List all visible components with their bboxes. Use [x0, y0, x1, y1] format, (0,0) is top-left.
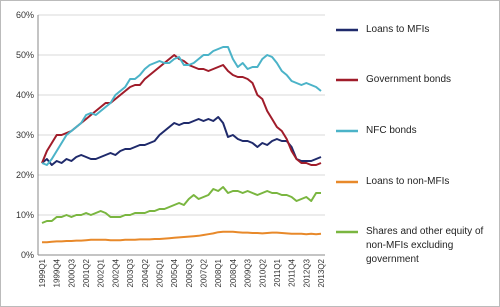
series-line	[41, 54, 322, 166]
y-tick-label: 30%	[16, 130, 34, 140]
x-tick-label: 2008Q1	[214, 258, 223, 287]
x-tick-label: 2005Q4	[170, 258, 179, 287]
y-tick-label: 50%	[16, 50, 34, 60]
y-tick-label: 10%	[16, 210, 34, 220]
x-tick-label: 2007Q2	[200, 258, 209, 287]
x-tick-label: 2002Q1	[97, 258, 106, 287]
x-tick-label: 2013Q2	[317, 258, 326, 287]
series-line	[42, 230, 322, 244]
x-tick-label: 2000Q3	[67, 258, 76, 287]
x-tick-label: 2009Q3	[244, 258, 253, 287]
series-line	[41, 116, 322, 166]
y-tick-label: 40%	[16, 90, 34, 100]
legend-label: Shares and other equity of non-MFIs excl…	[366, 226, 484, 265]
x-tick-label: 2011Q4	[288, 258, 297, 286]
y-tick-label: 60%	[16, 10, 34, 20]
x-tick-label: 2008Q4	[229, 258, 238, 287]
y-tick-label: 20%	[16, 170, 34, 180]
y-tick-label: 0%	[21, 250, 34, 260]
x-tick-label: 2010Q2	[258, 258, 267, 287]
x-tick-label: 2005Q1	[155, 258, 164, 287]
x-tick-label: 2002Q4	[111, 258, 120, 287]
x-tick-label: 1999Q4	[53, 258, 62, 287]
series-line	[41, 46, 322, 166]
series-line	[41, 186, 321, 224]
x-tick-label: 2001Q2	[82, 258, 91, 287]
legend-label: Government bonds	[366, 74, 452, 85]
x-tick-label: 2012Q3	[302, 258, 311, 287]
x-tick-label: 2003Q3	[126, 258, 135, 287]
legend-label: Loans to non-MFIs	[366, 176, 450, 187]
x-tick-label: 1999Q1	[38, 258, 47, 287]
x-tick-label: 2006Q3	[185, 258, 194, 287]
legend-label: NFC bonds	[366, 125, 417, 136]
x-tick-label: 2011Q1	[273, 258, 282, 286]
legend-label: Loans to MFIs	[366, 24, 430, 35]
x-tick-label: 2004Q2	[141, 258, 150, 287]
